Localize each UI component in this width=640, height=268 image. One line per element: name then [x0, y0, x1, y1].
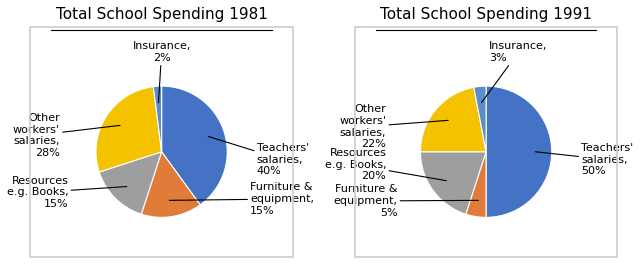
Text: Insurance,
2%: Insurance, 2%	[132, 41, 191, 103]
Text: Furniture &
equipment,
15%: Furniture & equipment, 15%	[170, 183, 314, 215]
Text: Resources
e.g. Books,
15%: Resources e.g. Books, 15%	[7, 176, 127, 209]
Text: Furniture &
equipment,
5%: Furniture & equipment, 5%	[333, 184, 478, 218]
Wedge shape	[420, 152, 486, 214]
Wedge shape	[154, 86, 161, 152]
Wedge shape	[96, 87, 161, 172]
Wedge shape	[161, 86, 227, 205]
Text: Insurance,
3%: Insurance, 3%	[481, 41, 548, 103]
Wedge shape	[466, 152, 486, 217]
Title: Total School Spending 1981: Total School Spending 1981	[56, 7, 268, 22]
Text: Resources
e.g. Books,
20%: Resources e.g. Books, 20%	[324, 148, 446, 181]
Text: Teachers'
salaries,
40%: Teachers' salaries, 40%	[209, 136, 309, 176]
Wedge shape	[474, 86, 486, 152]
Text: Other
workers'
salaries,
22%: Other workers' salaries, 22%	[339, 105, 448, 149]
Title: Total School Spending 1991: Total School Spending 1991	[380, 7, 592, 22]
Text: Other
workers'
salaries,
28%: Other workers' salaries, 28%	[13, 113, 120, 158]
Text: Teachers'
salaries,
50%: Teachers' salaries, 50%	[535, 143, 634, 176]
Wedge shape	[486, 86, 552, 217]
Wedge shape	[420, 87, 486, 152]
Wedge shape	[99, 152, 161, 214]
Wedge shape	[141, 152, 200, 217]
